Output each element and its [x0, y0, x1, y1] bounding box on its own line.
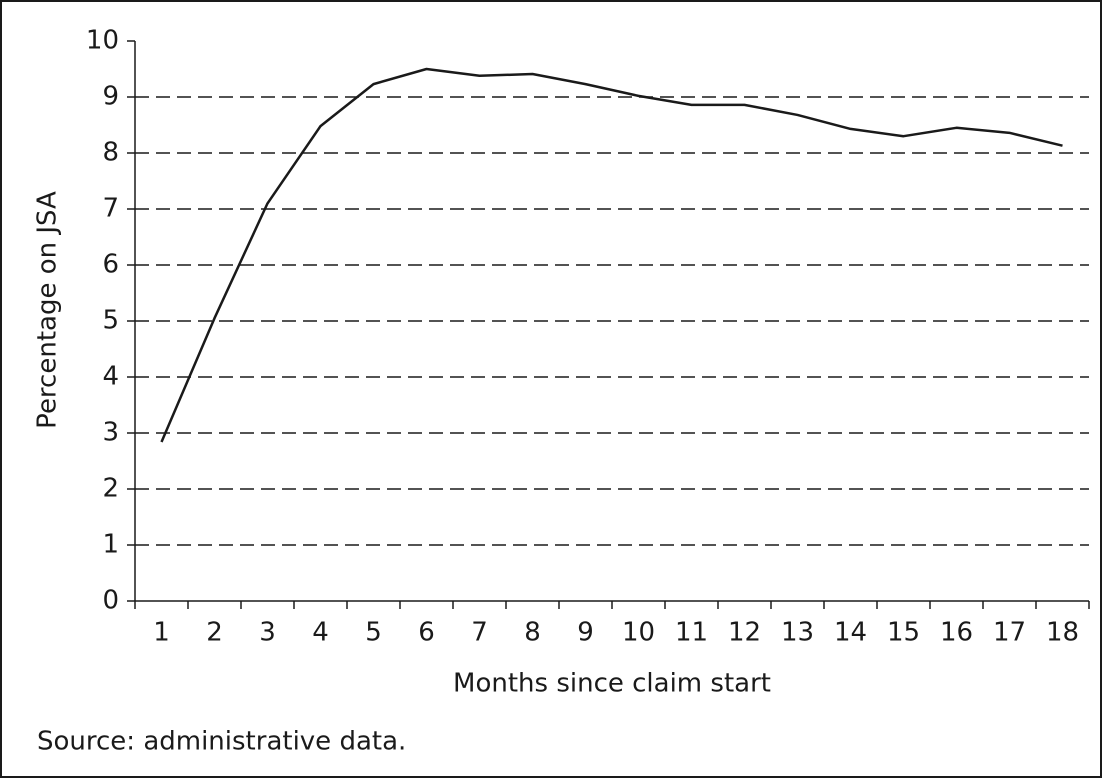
x-tick-label: 11	[675, 618, 708, 648]
x-tick-label: 2	[206, 618, 223, 648]
x-tick-label: 7	[471, 618, 488, 648]
x-tick-label: 4	[312, 618, 329, 648]
data-line	[160, 67, 1063, 443]
y-tick-label: 6	[102, 250, 119, 280]
y-axis-label: Percentage on JSA	[33, 191, 63, 429]
x-tick-label: 6	[418, 618, 435, 648]
y-tick-label: 2	[102, 474, 119, 504]
y-tick-label: 9	[102, 82, 119, 112]
x-tick-label: 16	[940, 618, 973, 648]
x-tick-label: 9	[577, 618, 594, 648]
y-tick-label: 7	[102, 194, 119, 224]
x-tick-label: 18	[1046, 618, 1079, 648]
y-tick-label: 10	[86, 26, 119, 56]
x-tick-label: 17	[993, 618, 1026, 648]
x-tick-label: 10	[622, 618, 655, 648]
y-tick-label: 8	[102, 138, 119, 168]
x-axis-label: Months since claim start	[453, 669, 771, 699]
x-tick-label: 8	[524, 618, 541, 648]
y-tick-label: 0	[102, 586, 119, 616]
x-tick-label: 5	[365, 618, 382, 648]
x-tick-label: 15	[887, 618, 920, 648]
y-tick-label: 1	[102, 530, 119, 560]
y-tick-label: 3	[102, 418, 119, 448]
y-tick-label: 4	[102, 362, 119, 392]
source-note: Source: administrative data.	[37, 727, 406, 757]
x-tick-label: 13	[781, 618, 814, 648]
x-tick-label: 14	[834, 618, 867, 648]
y-tick-label: 5	[102, 306, 119, 336]
x-tick-label: 12	[728, 618, 761, 648]
x-tick-label: 1	[153, 618, 170, 648]
x-tick-label: 3	[259, 618, 276, 648]
